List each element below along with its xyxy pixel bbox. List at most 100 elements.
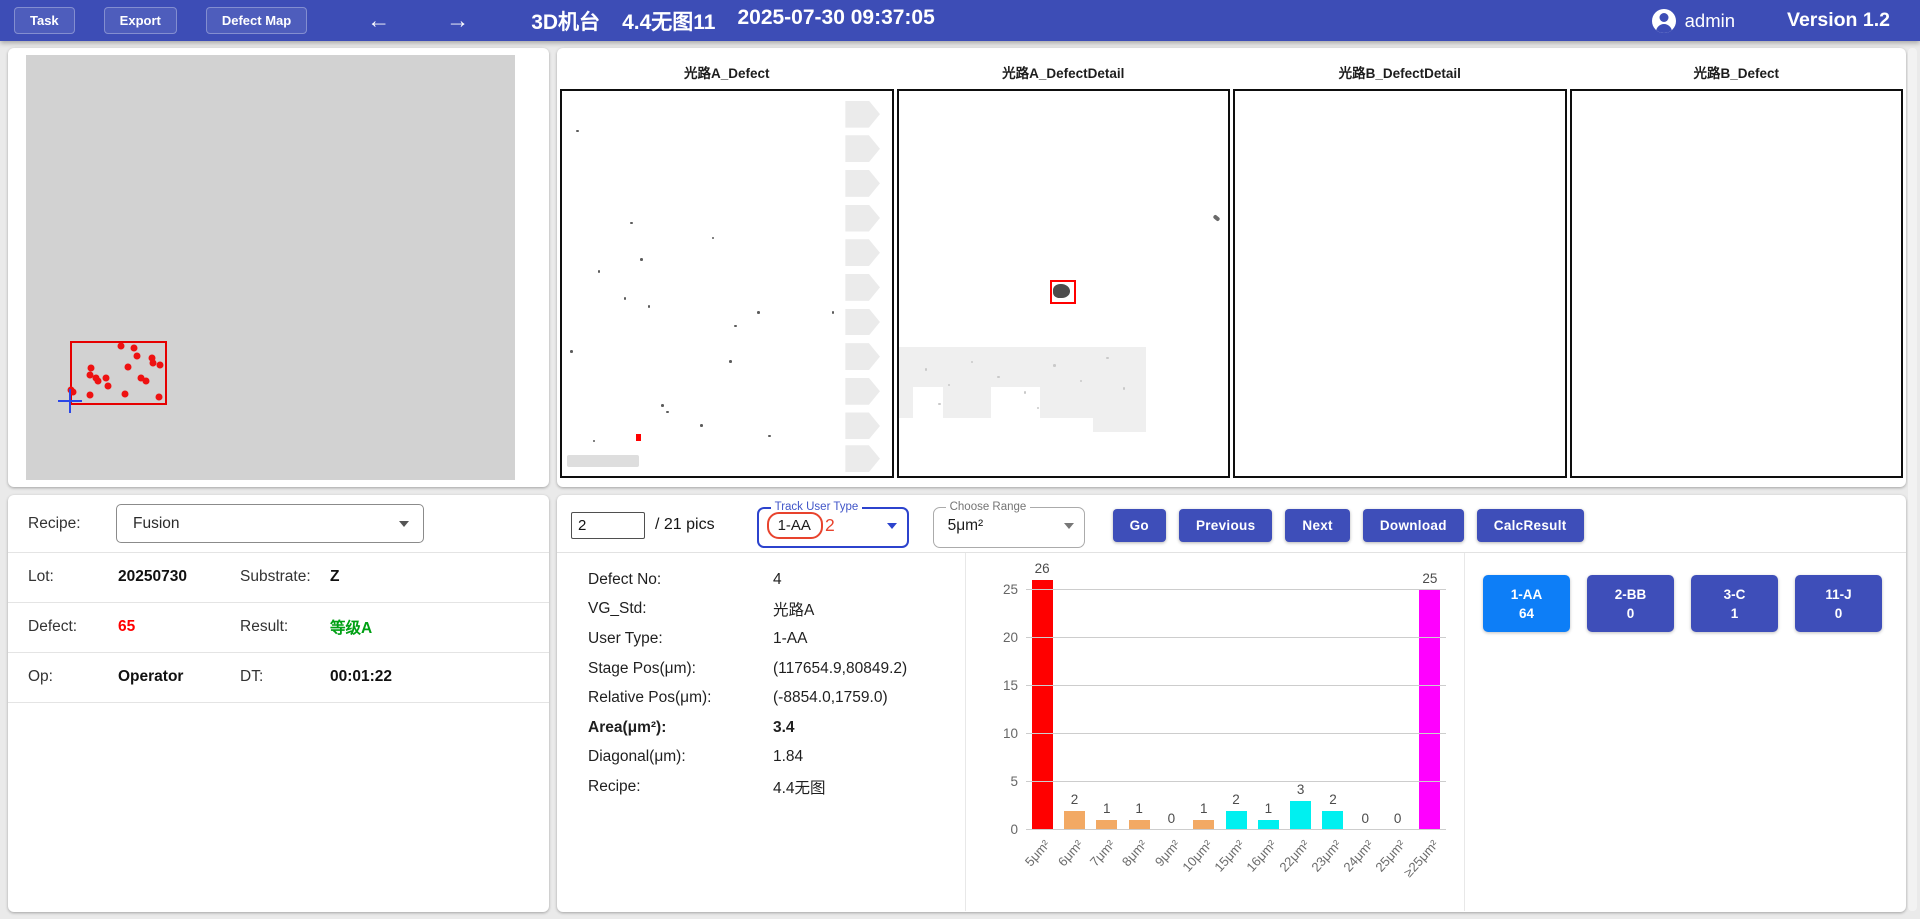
histogram-slot: 1 16μm² — [1244, 580, 1284, 874]
task-button[interactable]: Task — [14, 7, 75, 34]
x-axis-tick-label: ≥25μm² — [1400, 837, 1442, 880]
next-button[interactable]: Next — [1285, 508, 1350, 542]
image-speck — [597, 270, 601, 273]
image-speck — [1122, 387, 1126, 390]
histogram-slot: 2 6μm² — [1054, 580, 1090, 869]
image-speck — [592, 439, 596, 443]
dt-value: 00:01:22 — [330, 668, 393, 685]
alignment-arrow-mark — [845, 377, 880, 405]
x-axis-tick-label: 22μm² — [1275, 837, 1312, 875]
detail-row: Recipe: 4.4无图 — [588, 772, 960, 802]
detail-value: 4.4无图 — [773, 779, 826, 797]
image-speck — [729, 360, 732, 363]
image-panel-a-defect: 光路A_Defect — [560, 59, 894, 478]
timestamp: 2025-07-30 09:37:05 — [737, 5, 935, 29]
type-button-3-c[interactable]: 3-C 1 — [1691, 575, 1778, 632]
defect-dot — [149, 359, 157, 367]
username[interactable]: admin — [1684, 9, 1736, 31]
histogram-bar — [1290, 801, 1312, 830]
histogram-slot: 2 15μm² — [1211, 580, 1252, 875]
type-button-count: 0 — [1834, 605, 1843, 621]
download-button[interactable]: Download — [1362, 508, 1464, 542]
detail-label: Relative Pos(μm): — [588, 689, 712, 707]
image-canvas-a-defectdetail — [896, 89, 1230, 478]
defect-dot — [130, 344, 138, 352]
image-speck — [734, 324, 737, 328]
lot-row: Lot: 20250730 Substrate: Z — [8, 552, 549, 603]
type-button-count: 64 — [1518, 605, 1535, 621]
alignment-arrow-mark — [845, 343, 880, 371]
recipe-row: Recipe: Fusion — [8, 495, 549, 553]
page-total-label: / 21 pics — [655, 516, 715, 533]
type-button-11-j[interactable]: 11-J 0 — [1795, 575, 1882, 632]
image-speck — [711, 236, 715, 240]
bar-value-label: 2 — [1329, 791, 1337, 807]
detail-label: Recipe: — [588, 777, 641, 795]
back-arrow-icon[interactable]: ← — [367, 7, 391, 33]
histogram-slot: 1 10μm² — [1179, 580, 1220, 874]
bar-value-label: 3 — [1296, 782, 1305, 798]
chevron-down-icon — [886, 522, 897, 529]
histogram-bar — [1225, 810, 1247, 830]
detail-value: (-8854.0,1759.0) — [773, 689, 888, 707]
image-canvas-b-defectdetail — [1233, 89, 1567, 478]
image-speck — [970, 360, 974, 363]
defect-marker-dot — [636, 434, 642, 442]
image-speck — [1212, 214, 1221, 222]
page-input[interactable] — [571, 511, 645, 539]
defect-dot — [121, 390, 129, 398]
bar-value-label: 0 — [1393, 811, 1402, 826]
detail-value: (117654.9,80849.2) — [773, 659, 908, 677]
x-axis-tick-label: 9μm² — [1151, 837, 1183, 870]
alignment-arrow-mark — [845, 273, 880, 301]
operator-row: Op: Operator DT: 00:01:22 — [8, 652, 549, 703]
operator-label: Op: — [28, 668, 53, 685]
defect-dot — [156, 361, 164, 369]
type-button-2-bb[interactable]: 2-BB 0 — [1587, 575, 1674, 632]
export-button[interactable]: Export — [103, 7, 177, 34]
forward-arrow-icon[interactable]: → — [446, 7, 470, 33]
defect-dot — [133, 352, 140, 360]
histogram-bar — [1063, 810, 1085, 830]
detail-label: User Type: — [588, 629, 663, 647]
image-panels-card: 光路A_Defect 光路A_DefectDetail 光路B_DefectDe… — [557, 48, 1906, 487]
defect-blob — [1053, 283, 1071, 298]
chevron-down-icon — [1063, 522, 1074, 529]
image-speck — [947, 383, 951, 387]
defect-map-button[interactable]: Defect Map — [205, 7, 308, 34]
type-button-count: 0 — [1626, 605, 1635, 621]
bar-value-label: 1 — [1264, 801, 1273, 817]
alignment-arrow-mark — [845, 308, 880, 336]
current-recipe-name: 4.4无图11 — [622, 10, 716, 34]
result-value: 等级A — [330, 620, 373, 637]
x-axis-tick-label: 10μm² — [1178, 837, 1215, 875]
x-axis-tick-label: 23μm² — [1308, 837, 1345, 875]
image-panel-title: 光路A_DefectDetail — [1002, 66, 1125, 81]
divider — [557, 552, 1906, 553]
crosshair-marker — [58, 388, 82, 413]
version-label: Version 1.2 — [1787, 9, 1890, 31]
recipe-select[interactable]: Fusion — [116, 504, 424, 543]
vertical-scrollbar[interactable] — [1908, 48, 1917, 911]
type-button-1-aa[interactable]: 1-AA 64 — [1483, 575, 1570, 632]
bar-value-label: 1 — [1103, 801, 1111, 817]
defect-dot — [69, 388, 77, 396]
defect-dot — [104, 382, 112, 390]
defect-dot — [87, 364, 95, 372]
die-structure-ext — [1092, 418, 1146, 432]
detail-label: VG_Std: — [588, 600, 647, 618]
track-user-type-value: 1-AA — [766, 512, 823, 539]
bar-value-label: 26 — [1034, 561, 1050, 577]
choose-range-select[interactable]: Choose Range 5μm² — [932, 501, 1085, 548]
defect-map-card — [8, 48, 549, 487]
histogram-slot: 3 22μm² — [1276, 580, 1317, 874]
x-axis-tick-label: 16μm² — [1243, 837, 1280, 875]
previous-button[interactable]: Previous — [1178, 508, 1273, 542]
x-axis-tick-label: 5μm² — [1022, 837, 1054, 870]
histogram-slot: 26 5μm² — [1022, 561, 1058, 869]
calcresult-button[interactable]: CalcResult — [1476, 508, 1584, 542]
track-user-type-select[interactable]: Track User Type 1-AA 2 — [756, 501, 909, 548]
detail-value: 光路A — [773, 602, 815, 620]
go-button[interactable]: Go — [1112, 508, 1166, 542]
bar-value-label: 2 — [1232, 791, 1240, 807]
